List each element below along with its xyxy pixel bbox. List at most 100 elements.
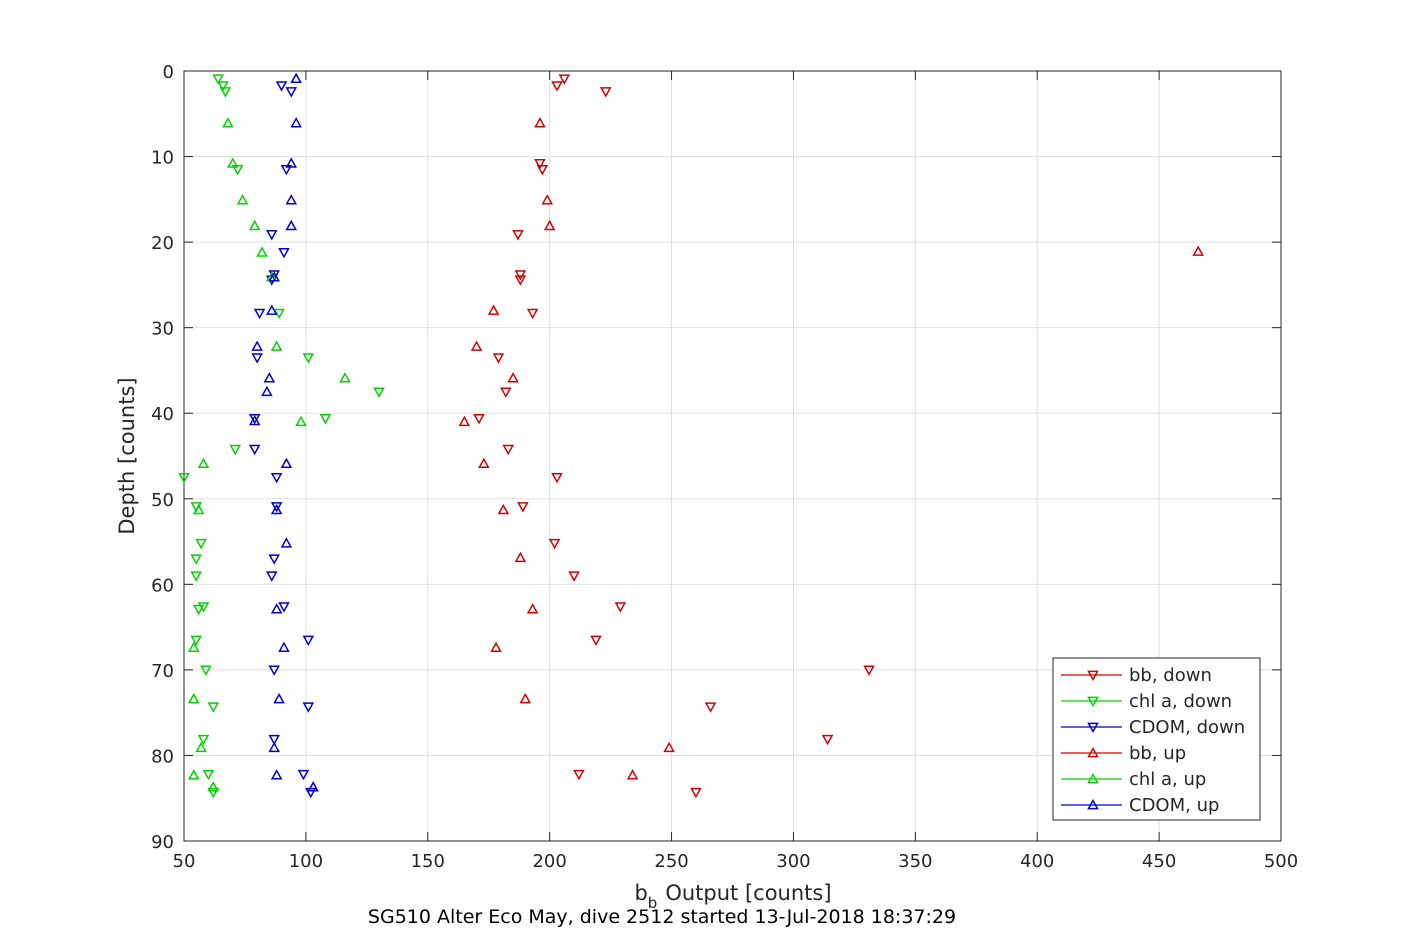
series-cdom-down xyxy=(248,81,317,799)
data-point xyxy=(307,781,319,792)
data-point xyxy=(473,414,485,425)
data-point xyxy=(626,769,639,780)
data-point xyxy=(248,414,261,426)
data-point xyxy=(490,641,502,652)
data-point xyxy=(663,741,675,753)
data-point xyxy=(261,385,273,397)
data-point xyxy=(517,502,529,513)
data-point xyxy=(268,270,280,281)
data-point xyxy=(222,117,234,128)
legend: bb, down chl a, down CDOM, down bb, up chl a… xyxy=(1052,657,1261,821)
data-point xyxy=(226,157,239,168)
data-point xyxy=(285,219,298,231)
legend-marker xyxy=(1087,746,1099,758)
plot-frame xyxy=(183,70,1282,842)
data-point xyxy=(297,769,310,781)
y-tick-label: 50 xyxy=(151,490,174,511)
series-chl-a-up xyxy=(187,117,351,792)
x-axis-label: bb Output [counts] xyxy=(634,881,831,912)
data-point xyxy=(290,72,302,84)
data-point xyxy=(197,734,210,746)
data-point xyxy=(207,787,220,799)
series-chl-a-down xyxy=(178,74,385,799)
data-point xyxy=(458,415,471,427)
x-tick-label: 400 xyxy=(1020,851,1054,872)
data-point xyxy=(270,340,283,351)
data-point xyxy=(290,117,302,128)
data-point xyxy=(285,87,298,98)
data-point xyxy=(268,554,280,565)
data-point xyxy=(248,219,261,231)
data-point xyxy=(200,665,212,676)
data-point xyxy=(507,372,519,383)
data-point xyxy=(373,387,385,398)
data-point xyxy=(268,271,280,282)
x-tick-label: 300 xyxy=(776,851,810,872)
data-point xyxy=(248,414,261,425)
data-point xyxy=(251,353,263,364)
x-tick-label: 50 xyxy=(173,851,196,872)
data-point xyxy=(568,571,580,582)
y-tick-label: 20 xyxy=(151,233,174,254)
legend-label: CDOM, down xyxy=(1129,717,1245,738)
data-point xyxy=(270,503,283,515)
y-tick-label: 40 xyxy=(151,404,174,425)
data-point xyxy=(690,787,702,799)
y-tick-label: 80 xyxy=(151,746,174,767)
data-point xyxy=(273,692,285,704)
data-point xyxy=(302,702,315,713)
data-point xyxy=(263,372,276,383)
data-point xyxy=(265,230,278,241)
data-point xyxy=(821,734,834,746)
data-point xyxy=(265,304,278,315)
data-point xyxy=(558,74,571,85)
y-tick-label: 70 xyxy=(151,661,174,682)
data-point xyxy=(543,219,556,231)
x-axis-label-symbol: b xyxy=(634,881,647,905)
data-point xyxy=(478,457,490,469)
data-point xyxy=(302,353,315,364)
data-point xyxy=(526,603,539,614)
data-point xyxy=(197,602,210,613)
data-point xyxy=(217,81,229,92)
data-point xyxy=(502,444,514,456)
data-point xyxy=(704,702,717,713)
data-point xyxy=(280,457,293,469)
legend-label: bb, up xyxy=(1129,743,1186,764)
legend-label: bb, down xyxy=(1129,665,1212,686)
data-point xyxy=(512,230,524,241)
data-point xyxy=(278,641,290,652)
data-point xyxy=(534,159,546,170)
y-tick-label: 0 xyxy=(163,62,174,83)
data-point xyxy=(534,117,546,128)
x-tick-label: 450 xyxy=(1142,851,1176,872)
data-point xyxy=(270,473,283,484)
data-point xyxy=(231,165,244,176)
chart-title: SG510 Alter Eco May, dive 2512 started 1… xyxy=(368,906,956,928)
legend-marker xyxy=(1087,696,1099,708)
data-point xyxy=(551,473,563,484)
data-point xyxy=(187,769,200,780)
x-tick-label: 200 xyxy=(532,851,566,872)
data-point xyxy=(270,502,283,513)
legend-marker xyxy=(1087,772,1099,784)
legend-label: CDOM, up xyxy=(1129,795,1219,816)
data-point xyxy=(190,571,202,582)
data-points xyxy=(178,72,1204,799)
data-point xyxy=(280,165,293,176)
data-point xyxy=(192,503,205,515)
axis-ticks: 50 100 150 200 250 300 350 400 450 500 0 10 20 30 40 50… xyxy=(151,62,1298,872)
data-point xyxy=(590,635,602,646)
data-point xyxy=(236,194,249,205)
data-point xyxy=(187,692,200,704)
data-point xyxy=(270,769,283,780)
data-point xyxy=(251,340,263,351)
data-point xyxy=(248,444,261,456)
data-point xyxy=(278,602,290,613)
data-point xyxy=(285,194,298,205)
data-point xyxy=(273,308,285,320)
x-axis-label-subscript: b xyxy=(648,894,658,912)
data-point xyxy=(599,87,612,98)
data-point xyxy=(573,769,585,781)
data-point xyxy=(178,473,190,484)
